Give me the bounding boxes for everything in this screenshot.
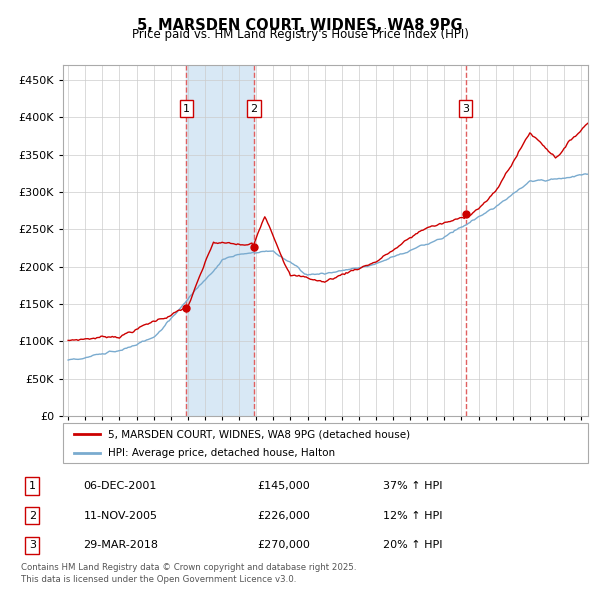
Text: This data is licensed under the Open Government Licence v3.0.: This data is licensed under the Open Gov… xyxy=(21,575,296,584)
Text: 2: 2 xyxy=(29,510,36,520)
Text: 06-DEC-2001: 06-DEC-2001 xyxy=(83,481,157,491)
Text: 12% ↑ HPI: 12% ↑ HPI xyxy=(383,510,442,520)
Text: £145,000: £145,000 xyxy=(257,481,310,491)
Text: 2: 2 xyxy=(250,104,257,114)
Text: 37% ↑ HPI: 37% ↑ HPI xyxy=(383,481,442,491)
Text: £226,000: £226,000 xyxy=(257,510,310,520)
Text: 3: 3 xyxy=(29,540,36,550)
Text: £270,000: £270,000 xyxy=(257,540,310,550)
Text: 11-NOV-2005: 11-NOV-2005 xyxy=(83,510,158,520)
Bar xyxy=(187,65,254,416)
Text: Contains HM Land Registry data © Crown copyright and database right 2025.: Contains HM Land Registry data © Crown c… xyxy=(21,563,356,572)
Text: HPI: Average price, detached house, Halton: HPI: Average price, detached house, Halt… xyxy=(107,448,335,458)
Text: 1: 1 xyxy=(29,481,36,491)
Text: 29-MAR-2018: 29-MAR-2018 xyxy=(83,540,158,550)
Text: Price paid vs. HM Land Registry's House Price Index (HPI): Price paid vs. HM Land Registry's House … xyxy=(131,28,469,41)
Text: 5, MARSDEN COURT, WIDNES, WA8 9PG: 5, MARSDEN COURT, WIDNES, WA8 9PG xyxy=(137,18,463,32)
Text: 3: 3 xyxy=(462,104,469,114)
Text: 20% ↑ HPI: 20% ↑ HPI xyxy=(383,540,442,550)
Text: 1: 1 xyxy=(183,104,190,114)
Text: 5, MARSDEN COURT, WIDNES, WA8 9PG (detached house): 5, MARSDEN COURT, WIDNES, WA8 9PG (detac… xyxy=(107,430,410,440)
